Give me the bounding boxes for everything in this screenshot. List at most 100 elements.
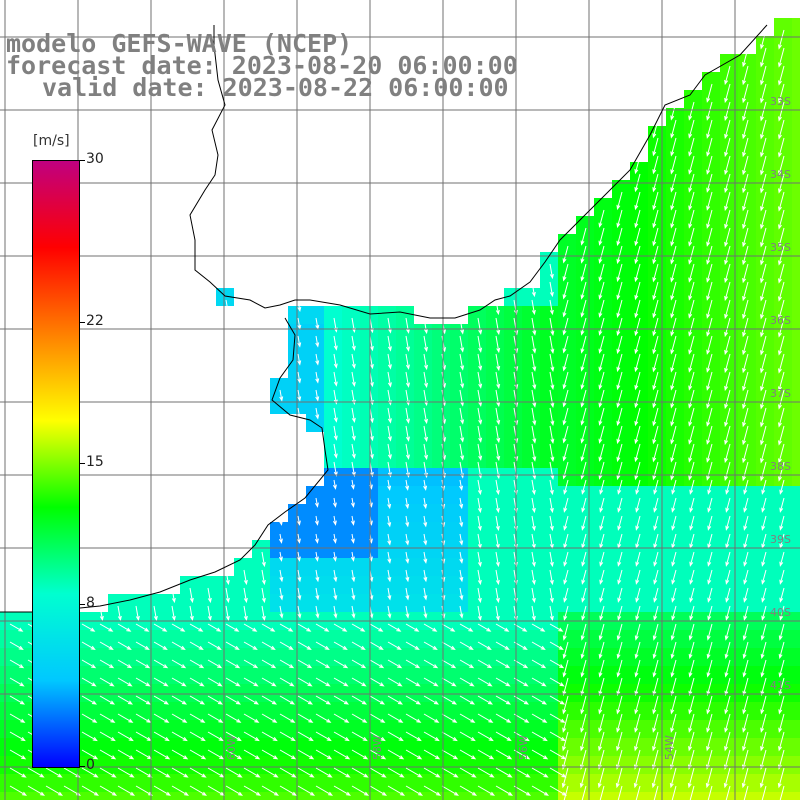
- wind-arrow: [332, 515, 337, 526]
- wind-arrow: [477, 371, 483, 389]
- wind-arrow: [760, 389, 767, 410]
- wind-arrow: [332, 497, 337, 508]
- wind-arrow: [724, 317, 731, 338]
- wind-arrow: [441, 677, 457, 687]
- wind-arrow: [742, 623, 749, 641]
- wind-arrow: [597, 749, 605, 770]
- wind-arrow: [670, 677, 677, 697]
- wind-arrow: [315, 713, 332, 723]
- wind-arrow: [616, 641, 623, 660]
- wind-speed-cell: [468, 792, 486, 800]
- wind-arrow: [495, 749, 513, 760]
- wind-arrow: [742, 731, 749, 752]
- wind-speed-cell: [396, 324, 414, 342]
- wind-arrow: [549, 713, 566, 723]
- wind-arrow: [225, 569, 230, 586]
- wind-arrow: [225, 605, 230, 622]
- wind-speed-cell: [162, 594, 180, 612]
- wind-speed-cell: [774, 414, 792, 432]
- wind-arrow: [616, 407, 623, 427]
- wind-speed-cell: [792, 738, 800, 756]
- wind-arrow: [477, 479, 482, 496]
- wind-arrow: [652, 731, 659, 752]
- wind-speed-cell: [468, 594, 486, 612]
- wind-arrow: [598, 299, 605, 318]
- wind-speed-cell: [486, 378, 504, 396]
- wind-speed-cell: [756, 270, 774, 288]
- wind-arrow: [297, 389, 302, 402]
- wind-arrow: [761, 515, 767, 531]
- wind-arrow: [117, 731, 134, 742]
- wind-speed-cell: [774, 216, 792, 234]
- wind-speed-cell: [684, 288, 702, 306]
- wind-arrow: [549, 605, 554, 622]
- wind-speed-cell: [432, 396, 450, 414]
- wind-speed-cell: [558, 576, 576, 594]
- wind-speed-cell: [756, 72, 774, 90]
- wind-arrow: [314, 515, 319, 526]
- colorbar-tick-mark: [79, 160, 85, 161]
- wind-speed-cell: [702, 522, 720, 540]
- wind-arrow: [670, 713, 677, 733]
- wind-arrow: [724, 641, 731, 660]
- wind-arrow: [670, 695, 677, 715]
- wind-arrow: [778, 227, 785, 248]
- wind-arrow: [598, 695, 605, 715]
- wind-arrow: [225, 731, 242, 742]
- wind-speed-cell: [540, 252, 558, 270]
- wind-speed-cell: [306, 594, 324, 612]
- wind-speed-cell: [540, 396, 558, 414]
- wind-arrow: [580, 407, 587, 426]
- wind-arrow: [742, 371, 749, 392]
- wind-arrow: [459, 497, 464, 510]
- wind-speed-cell: [252, 792, 270, 800]
- wind-speed-cell: [270, 576, 288, 594]
- wind-arrow: [153, 713, 170, 723]
- wind-arrow: [652, 317, 659, 337]
- wind-arrow: [562, 317, 569, 336]
- wind-speed-cell: [720, 720, 738, 738]
- wind-arrow: [724, 461, 731, 482]
- wind-arrow: [779, 569, 785, 585]
- wind-arrow: [761, 497, 767, 513]
- wind-arrow: [117, 677, 133, 687]
- wind-arrow: [563, 605, 569, 621]
- wind-arrow: [759, 767, 767, 789]
- wind-arrow: [760, 209, 767, 230]
- wind-arrow: [261, 641, 276, 650]
- wind-speed-cell: [720, 702, 738, 720]
- wind-arrow: [261, 785, 280, 796]
- wind-arrow: [671, 569, 677, 585]
- wind-speed-cell: [360, 396, 378, 414]
- wind-speed-cell: [558, 558, 576, 576]
- wind-arrow: [742, 353, 749, 374]
- wind-arrow: [99, 641, 114, 650]
- wind-speed-cell: [792, 234, 800, 252]
- wind-arrow: [189, 677, 205, 687]
- wind-arrow: [652, 623, 659, 641]
- wind-arrow: [724, 281, 731, 302]
- wind-speed-cell: [360, 414, 378, 432]
- coastline-path: [189, 24, 768, 319]
- wind-arrow: [405, 677, 421, 687]
- wind-arrow: [598, 425, 605, 444]
- wind-arrow: [423, 695, 440, 705]
- wind-arrow: [706, 83, 713, 103]
- wind-arrow: [743, 785, 749, 800]
- wind-arrow: [670, 209, 677, 229]
- wind-speed-cell: [486, 522, 504, 540]
- wind-speed-cell: [0, 792, 18, 800]
- wind-speed-cell: [630, 414, 648, 432]
- wind-speed-cell: [396, 522, 414, 540]
- wind-arrow: [688, 623, 695, 641]
- wind-arrow: [333, 425, 338, 441]
- wind-arrow: [423, 623, 438, 632]
- wind-speed-cell: [162, 792, 180, 800]
- wind-arrow: [652, 281, 659, 301]
- wind-arrow: [688, 263, 695, 283]
- wind-arrow: [580, 335, 587, 354]
- wind-speed-cell: [792, 522, 800, 540]
- wind-speed-cell: [612, 396, 630, 414]
- wind-speed-cell: [756, 36, 774, 54]
- wind-speed-cell: [774, 450, 792, 468]
